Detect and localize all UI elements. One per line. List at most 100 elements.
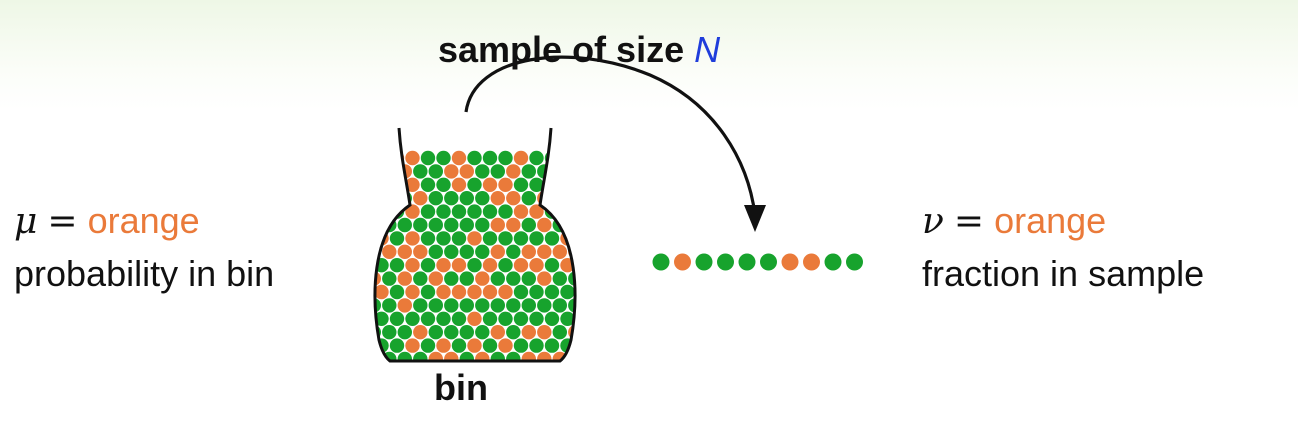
bin-marble — [397, 217, 412, 233]
bin-marble — [467, 311, 482, 326]
bin-marble — [397, 325, 412, 340]
bin-marble — [475, 325, 490, 340]
bin-marble — [467, 258, 482, 273]
sampling-arrowhead — [744, 205, 766, 232]
bin-marble — [498, 258, 513, 273]
bin-marble — [375, 217, 381, 233]
bin-marble — [467, 231, 482, 246]
bin-marble — [576, 204, 590, 218]
bin-marble — [513, 311, 529, 326]
bin-marble — [537, 271, 552, 286]
bin-marble — [568, 217, 575, 233]
bin-marble — [482, 338, 498, 353]
bin-marble — [513, 231, 529, 246]
bin-marble — [521, 271, 536, 286]
bin-marble — [490, 217, 505, 233]
bin-marble — [498, 150, 513, 166]
nu-equation: ν = orange — [922, 203, 1106, 240]
bin-marble — [436, 338, 451, 353]
bin-marble — [382, 271, 397, 286]
bin-marble — [521, 191, 536, 206]
bin-marble — [459, 164, 474, 179]
nu-symbol: ν — [922, 201, 944, 242]
bin-marble — [444, 191, 459, 206]
bin-marble — [521, 217, 536, 233]
bin-marble — [576, 258, 590, 272]
bin-marble — [436, 150, 451, 166]
bin-marble — [560, 284, 575, 300]
bin-marble — [428, 244, 443, 259]
sample-marble — [717, 253, 734, 271]
bin-marble — [490, 351, 505, 361]
bin-marble — [529, 177, 544, 192]
bin-marble — [544, 284, 560, 300]
bin-marble — [506, 351, 521, 361]
bin-marble — [405, 284, 420, 300]
bin-marble — [459, 351, 474, 361]
mu-term: orange — [87, 200, 200, 241]
sample-marble — [803, 253, 820, 271]
bin-marble — [552, 298, 567, 313]
bin-marble — [420, 150, 436, 166]
bin-marble — [506, 325, 521, 340]
bin-marble — [529, 231, 544, 246]
bin-marble — [552, 164, 567, 179]
bin-marble — [490, 325, 505, 340]
bin-marble — [420, 204, 436, 219]
bin-marble — [490, 244, 505, 259]
bin-marble — [459, 325, 474, 340]
bin-marble — [375, 150, 389, 166]
bin-marble — [568, 298, 575, 313]
sample-marbles — [652, 253, 863, 271]
bin-marble — [459, 271, 474, 286]
bin-marble — [482, 204, 498, 219]
bin-marble — [389, 231, 405, 246]
bin-marble — [467, 284, 482, 300]
bin-marble — [475, 351, 490, 361]
bin-marble — [428, 217, 443, 233]
bin-marble — [537, 298, 552, 313]
bin-marble — [498, 177, 513, 192]
diagram-title: sample of size N — [438, 32, 720, 68]
bin-marble — [560, 204, 575, 219]
bin-marble — [482, 284, 498, 300]
bin-marble — [436, 284, 451, 300]
bin-marble — [359, 204, 373, 218]
bin-marble — [420, 177, 436, 192]
bin-marble — [405, 258, 420, 273]
bin-marble — [405, 311, 420, 326]
sample-marble — [652, 253, 670, 271]
bin-marble — [389, 311, 405, 326]
bin-marble — [529, 258, 544, 273]
bin-marble — [444, 244, 459, 259]
bin-marble — [576, 312, 590, 326]
bin-marble — [413, 351, 428, 361]
bin-marble — [467, 177, 482, 192]
bin-marble — [444, 351, 459, 361]
bin-marble — [475, 271, 490, 286]
bin-marble — [397, 271, 412, 286]
bin-marble — [506, 298, 521, 313]
bin-marble — [389, 284, 405, 300]
bin-marble — [413, 298, 428, 313]
bin-marble — [413, 325, 428, 340]
bin-marble — [490, 298, 505, 313]
bin-marble — [475, 217, 490, 233]
bin-marble — [451, 204, 467, 219]
bin-marble — [498, 311, 513, 326]
bin-marble — [576, 151, 590, 165]
bin-marble — [359, 338, 373, 352]
bin-marble — [552, 244, 567, 259]
bin-marble — [451, 231, 467, 246]
sample-marble — [738, 253, 756, 271]
bin-marble — [359, 312, 373, 326]
bin-marble — [521, 298, 536, 313]
bin-marble — [490, 271, 505, 286]
bin-marble — [552, 325, 567, 340]
nu-term: orange — [994, 200, 1107, 241]
bin-marble — [444, 298, 459, 313]
bin-marble — [506, 164, 521, 179]
bin-marble — [436, 231, 451, 246]
bin-marble — [568, 164, 575, 179]
bin-marble — [375, 298, 381, 313]
